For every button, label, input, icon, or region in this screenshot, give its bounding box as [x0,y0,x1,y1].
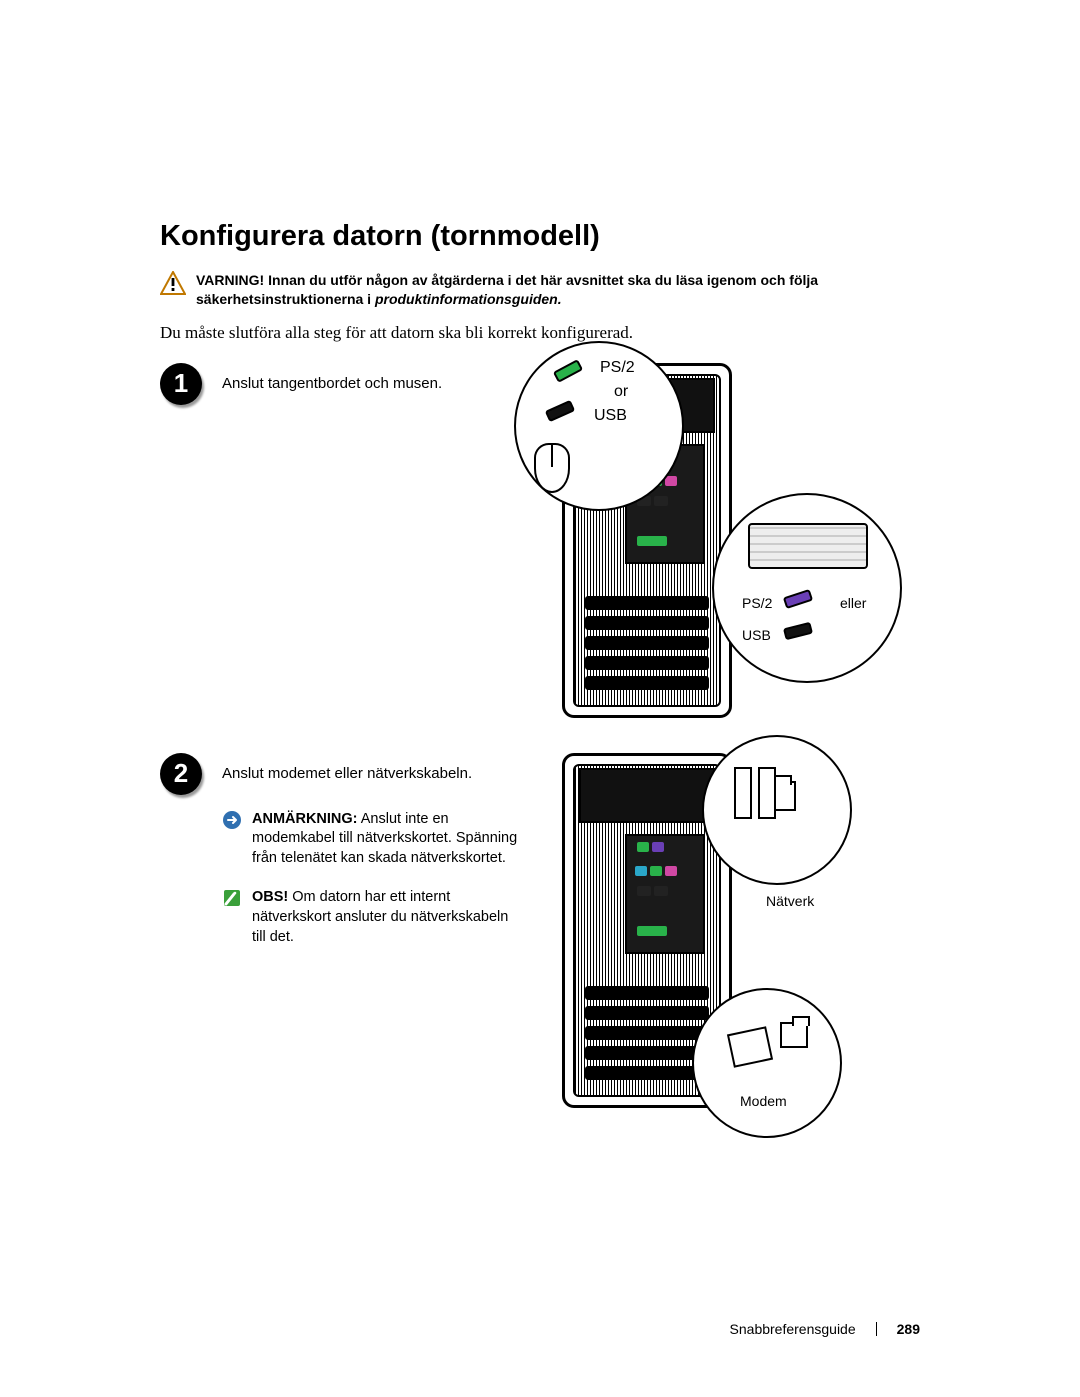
step-1-text: Anslut tangentbordet och musen. [222,373,522,394]
usb-plug-1 [545,400,575,422]
ps2-plug-purple [783,589,813,609]
step-2-text: Anslut modemet eller nätverkskabeln. [222,763,522,784]
keyboard-icon [748,523,868,569]
keyboard-callout: PS/2 eller USB [712,493,902,683]
notice-label: ANMÄRKNING: [252,811,358,827]
label-ps2-1: PS/2 [600,359,635,377]
warning-label: VARNING! [196,272,264,288]
note-text: OBS! Om datorn har ett internt nätverksk… [252,888,522,947]
label-network: Nätverk [766,893,814,909]
network-callout [702,735,852,885]
step-2-figure: Nätverk Modem [542,753,920,1113]
label-ps2-2: PS/2 [742,595,772,611]
label-eller: eller [840,595,866,611]
warning-text: VARNING! Innan du utför någon av åtgärde… [196,271,920,309]
warning-block: VARNING! Innan du utför någon av åtgärde… [160,271,920,309]
vga-port-2 [637,926,667,936]
audio-ports-2 [635,866,677,876]
label-or: or [614,383,628,401]
step-2: 2 Anslut modemet eller nätverkskabeln. A… [160,753,920,1133]
notice-icon [222,810,242,830]
page-footer: Snabbreferensguide 289 [730,1321,920,1337]
step-1: 1 Anslut tangentbordet och musen. [160,363,920,743]
mouse-icon [534,443,570,493]
usb-plug-2 [783,622,813,640]
label-modem: Modem [740,1093,787,1109]
mouse-callout: PS/2 or USB [514,341,684,511]
modem-jack-icon [780,1022,808,1048]
note-icon [222,888,242,908]
vga-port [637,536,667,546]
ps2-plug-green [553,359,583,383]
ps2-ports-2 [637,842,664,852]
warning-guide: produktinformationsguiden. [375,291,562,307]
note-body: Om datorn har ett internt nätverkskort a… [252,889,508,944]
label-usb-1: USB [594,407,627,425]
footer-book: Snabbreferensguide [730,1321,856,1337]
footer-divider [876,1322,877,1336]
modem-callout [692,988,842,1138]
notice-block: ANMÄRKNING: Anslut inte en modemkabel ti… [222,810,522,869]
step-2-badge: 2 [160,753,202,795]
rj11-plug-icon [727,1026,773,1068]
note-block: OBS! Om datorn har ett internt nätverksk… [222,888,522,947]
intro-text: Du måste slutföra alla steg för att dato… [160,323,920,343]
footer-page-number: 289 [897,1321,920,1337]
step-1-badge: 1 [160,363,202,405]
page: Konfigurera datorn (tornmodell) VARNING!… [0,0,1080,1397]
warning-icon [160,271,186,295]
page-title: Konfigurera datorn (tornmodell) [160,220,920,253]
step-1-figure: PS/2 or USB PS/2 eller USB [542,363,920,723]
notice-text: ANMÄRKNING: Anslut inte en modemkabel ti… [252,810,522,869]
label-usb-2: USB [742,627,771,643]
note-label: OBS! [252,889,288,905]
usb-ports-2 [637,886,668,896]
